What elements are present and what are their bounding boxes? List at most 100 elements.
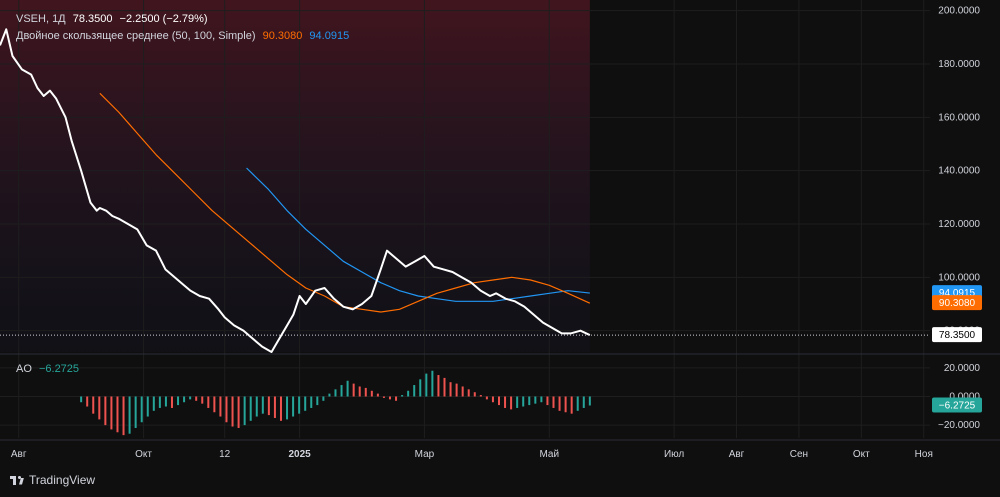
ma-title[interactable]: Двойное скользящее среднее (50, 100, Sim… [16,30,256,42]
ao-bar [388,396,391,400]
ao-bar [395,396,398,401]
ao-bar [491,396,494,403]
ao-bar [449,382,452,397]
ma-fast-badge-bg [932,295,982,311]
ao-bar [322,396,325,401]
ao-tick-label: −20.0000 [938,420,980,431]
ao-bar [407,390,410,397]
time-tick-label: Авг [729,449,745,460]
ao-bar [80,396,83,403]
ao-badge: −6.2725 [939,400,976,411]
ma-fast-badge: 90.3080 [939,298,976,309]
ao-bar [213,396,216,413]
ao-bar [413,385,416,397]
ao-bar [425,373,428,397]
price-legend: VSEH, 1Д 78.3500 −2.2500 (−2.79%) [16,13,212,25]
tradingview-label: TradingView [29,473,96,487]
ao-bar [552,396,555,408]
ao-bar [92,396,95,414]
ao-bar [134,396,137,428]
ao-bar [201,396,204,404]
ao-tick-label: 0.0000 [949,392,980,403]
time-tick-label: Окт [135,449,152,460]
ao-bar [273,396,276,418]
ao-bar [164,396,167,407]
ao-bar [170,396,173,408]
ao-bar [558,396,561,411]
ao-bar [582,396,585,408]
ao-bar [225,396,228,423]
ao-bar [128,396,131,434]
last-price-badge: 78.3500 [939,330,976,341]
price-area-fill [0,0,590,352]
ao-bar [334,389,337,397]
time-tick-label: 12 [219,449,231,460]
ao-bar [328,393,331,397]
ao-bar [140,396,143,423]
ao-bar [340,385,343,397]
ao-bar [570,396,573,414]
ao-bar [255,396,258,417]
ao-bar [576,396,579,411]
time-tick-label: Ноя [915,449,933,460]
ao-bar [564,396,567,413]
ao-bar [382,396,385,398]
ao-badge-bg [932,397,982,413]
ao-bar [267,396,270,416]
ma-slow-value: 94.0915 [309,30,350,42]
ao-bar [522,396,525,407]
ao-bar [279,396,282,421]
ao-tick-label: 20.0000 [944,363,981,374]
price-tick-label: 180.0000 [938,59,980,70]
ao-bar [298,396,301,414]
ao-bar [455,383,458,397]
ao-bar [485,396,488,400]
price-change: −2.2500 (−2.79%) [119,13,208,25]
price-tick-label: 140.0000 [938,166,980,177]
ao-bar [370,390,373,397]
ao-bar [195,396,198,401]
ao-bar [110,396,113,430]
ao-bar [534,396,537,404]
ao-bar [504,396,507,408]
ao-bar [419,379,422,397]
ao-bar [479,395,482,397]
ao-bar [231,396,234,427]
ma-slow-line [246,167,590,302]
ao-bar [286,396,289,420]
ao-bar [261,396,264,414]
ao-bar [346,380,349,397]
ao-bar [243,396,246,426]
ao-bar [516,396,519,408]
tradingview-logo[interactable]: TradingView [10,473,95,487]
ao-bar [219,396,222,417]
ao-bar [292,396,295,417]
ao-bar [497,396,500,406]
time-tick-label: Май [539,449,559,460]
last-price-badge-bg [932,327,982,343]
time-tick-label: 2025 [288,449,311,460]
ao-bar [146,396,149,417]
ao-bar [473,392,476,397]
ao-bar [510,396,513,410]
time-tick-label: Окт [853,449,870,460]
ao-bar [189,396,192,400]
ao-bar [540,396,543,403]
ao-bar [116,396,119,433]
ao-bar [86,396,89,407]
ao-bar [443,377,446,397]
ao-bar [122,396,125,436]
ao-bar [207,396,210,408]
ao-title[interactable]: AO [16,363,32,375]
price-tick-label: 200.0000 [938,6,980,17]
symbol-label[interactable]: VSEH, 1Д [16,13,66,25]
time-tick-label: Мар [415,449,435,460]
ao-bar [467,389,470,397]
ma-legend: Двойное скользящее среднее (50, 100, Sim… [16,30,353,42]
ao-bar [437,375,440,397]
time-tick-label: Июл [664,449,684,460]
ma-slow-badge: 94.0915 [939,288,976,299]
time-tick-label: Авг [11,449,27,460]
